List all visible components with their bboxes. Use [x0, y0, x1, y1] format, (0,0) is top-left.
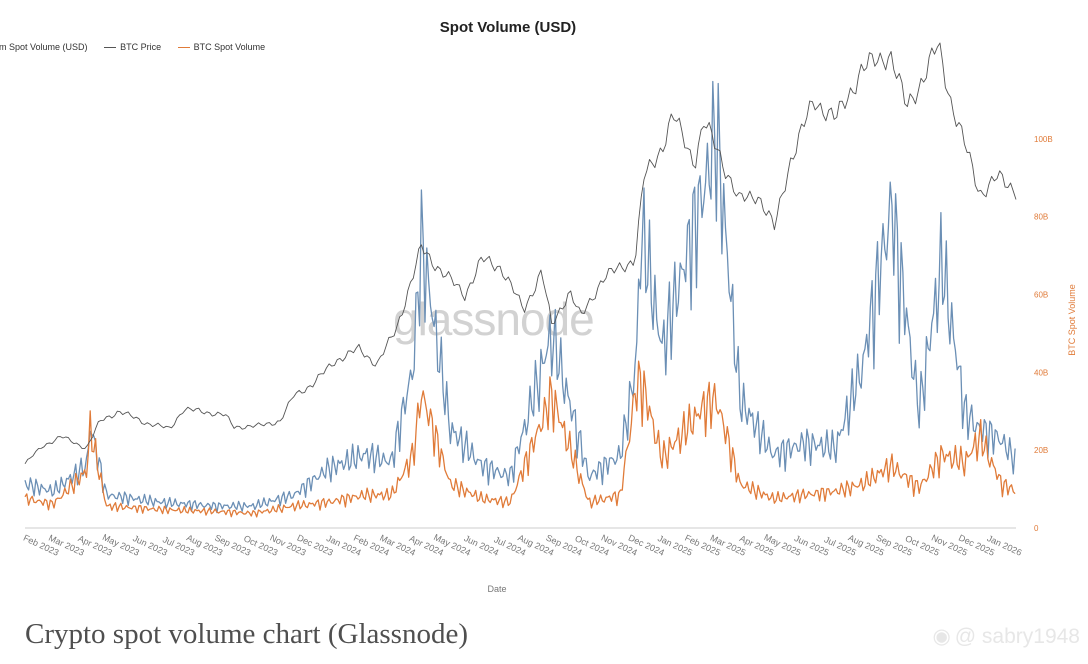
legend-label-btc-price: BTC Price	[120, 42, 162, 52]
legend-swatch-btc-spot-volume	[177, 47, 190, 49]
legend-label-total-spot-volume: um Spot Volume (USD)	[0, 42, 88, 52]
legend-swatch-btc-price	[104, 47, 117, 49]
right-axis-tick-label: 100B	[1034, 135, 1053, 144]
series-line-eth-spot-volume	[24, 80, 1016, 514]
credit-watermark: ◉ @ sabry1948	[932, 624, 1080, 649]
series-line-btc-price	[24, 42, 1017, 465]
x-axis-label: Date	[487, 584, 506, 594]
right-axis-tick-label: 40B	[1034, 368, 1048, 377]
weibo-icon: ◉	[932, 625, 951, 648]
right-axis-tick-label: 0	[1034, 524, 1039, 533]
chart-legend: um Spot Volume (USD) BTC Price BTC Spot …	[0, 42, 279, 56]
right-axis-tick-label: 60B	[1034, 291, 1048, 300]
chart-title: Spot Volume (USD)	[439, 19, 577, 36]
image-caption: Crypto spot volume chart (Glassnode)	[25, 618, 468, 650]
chart-series-group	[24, 42, 1017, 518]
glassnode-watermark: glassnode	[393, 293, 595, 345]
legend-label-btc-spot-volume: BTC Spot Volume	[193, 42, 266, 52]
credit-text: @ sabry1948	[954, 625, 1080, 648]
right-axis-tick-label: 20B	[1034, 446, 1048, 455]
legend-item-btc-price[interactable]: BTC Price	[104, 42, 161, 52]
right-axis-tick-label: 80B	[1034, 213, 1048, 222]
right-axis: 0 20B 40B 60B 80B 100B	[1034, 135, 1053, 533]
right-axis-label: BTC Spot Volume	[1067, 284, 1077, 356]
legend-item-total-spot-volume[interactable]: um Spot Volume (USD)	[0, 42, 88, 52]
series-line-btc-spot-volume	[24, 360, 1016, 518]
legend-item-btc-spot-volume[interactable]: BTC Spot Volume	[177, 42, 266, 52]
